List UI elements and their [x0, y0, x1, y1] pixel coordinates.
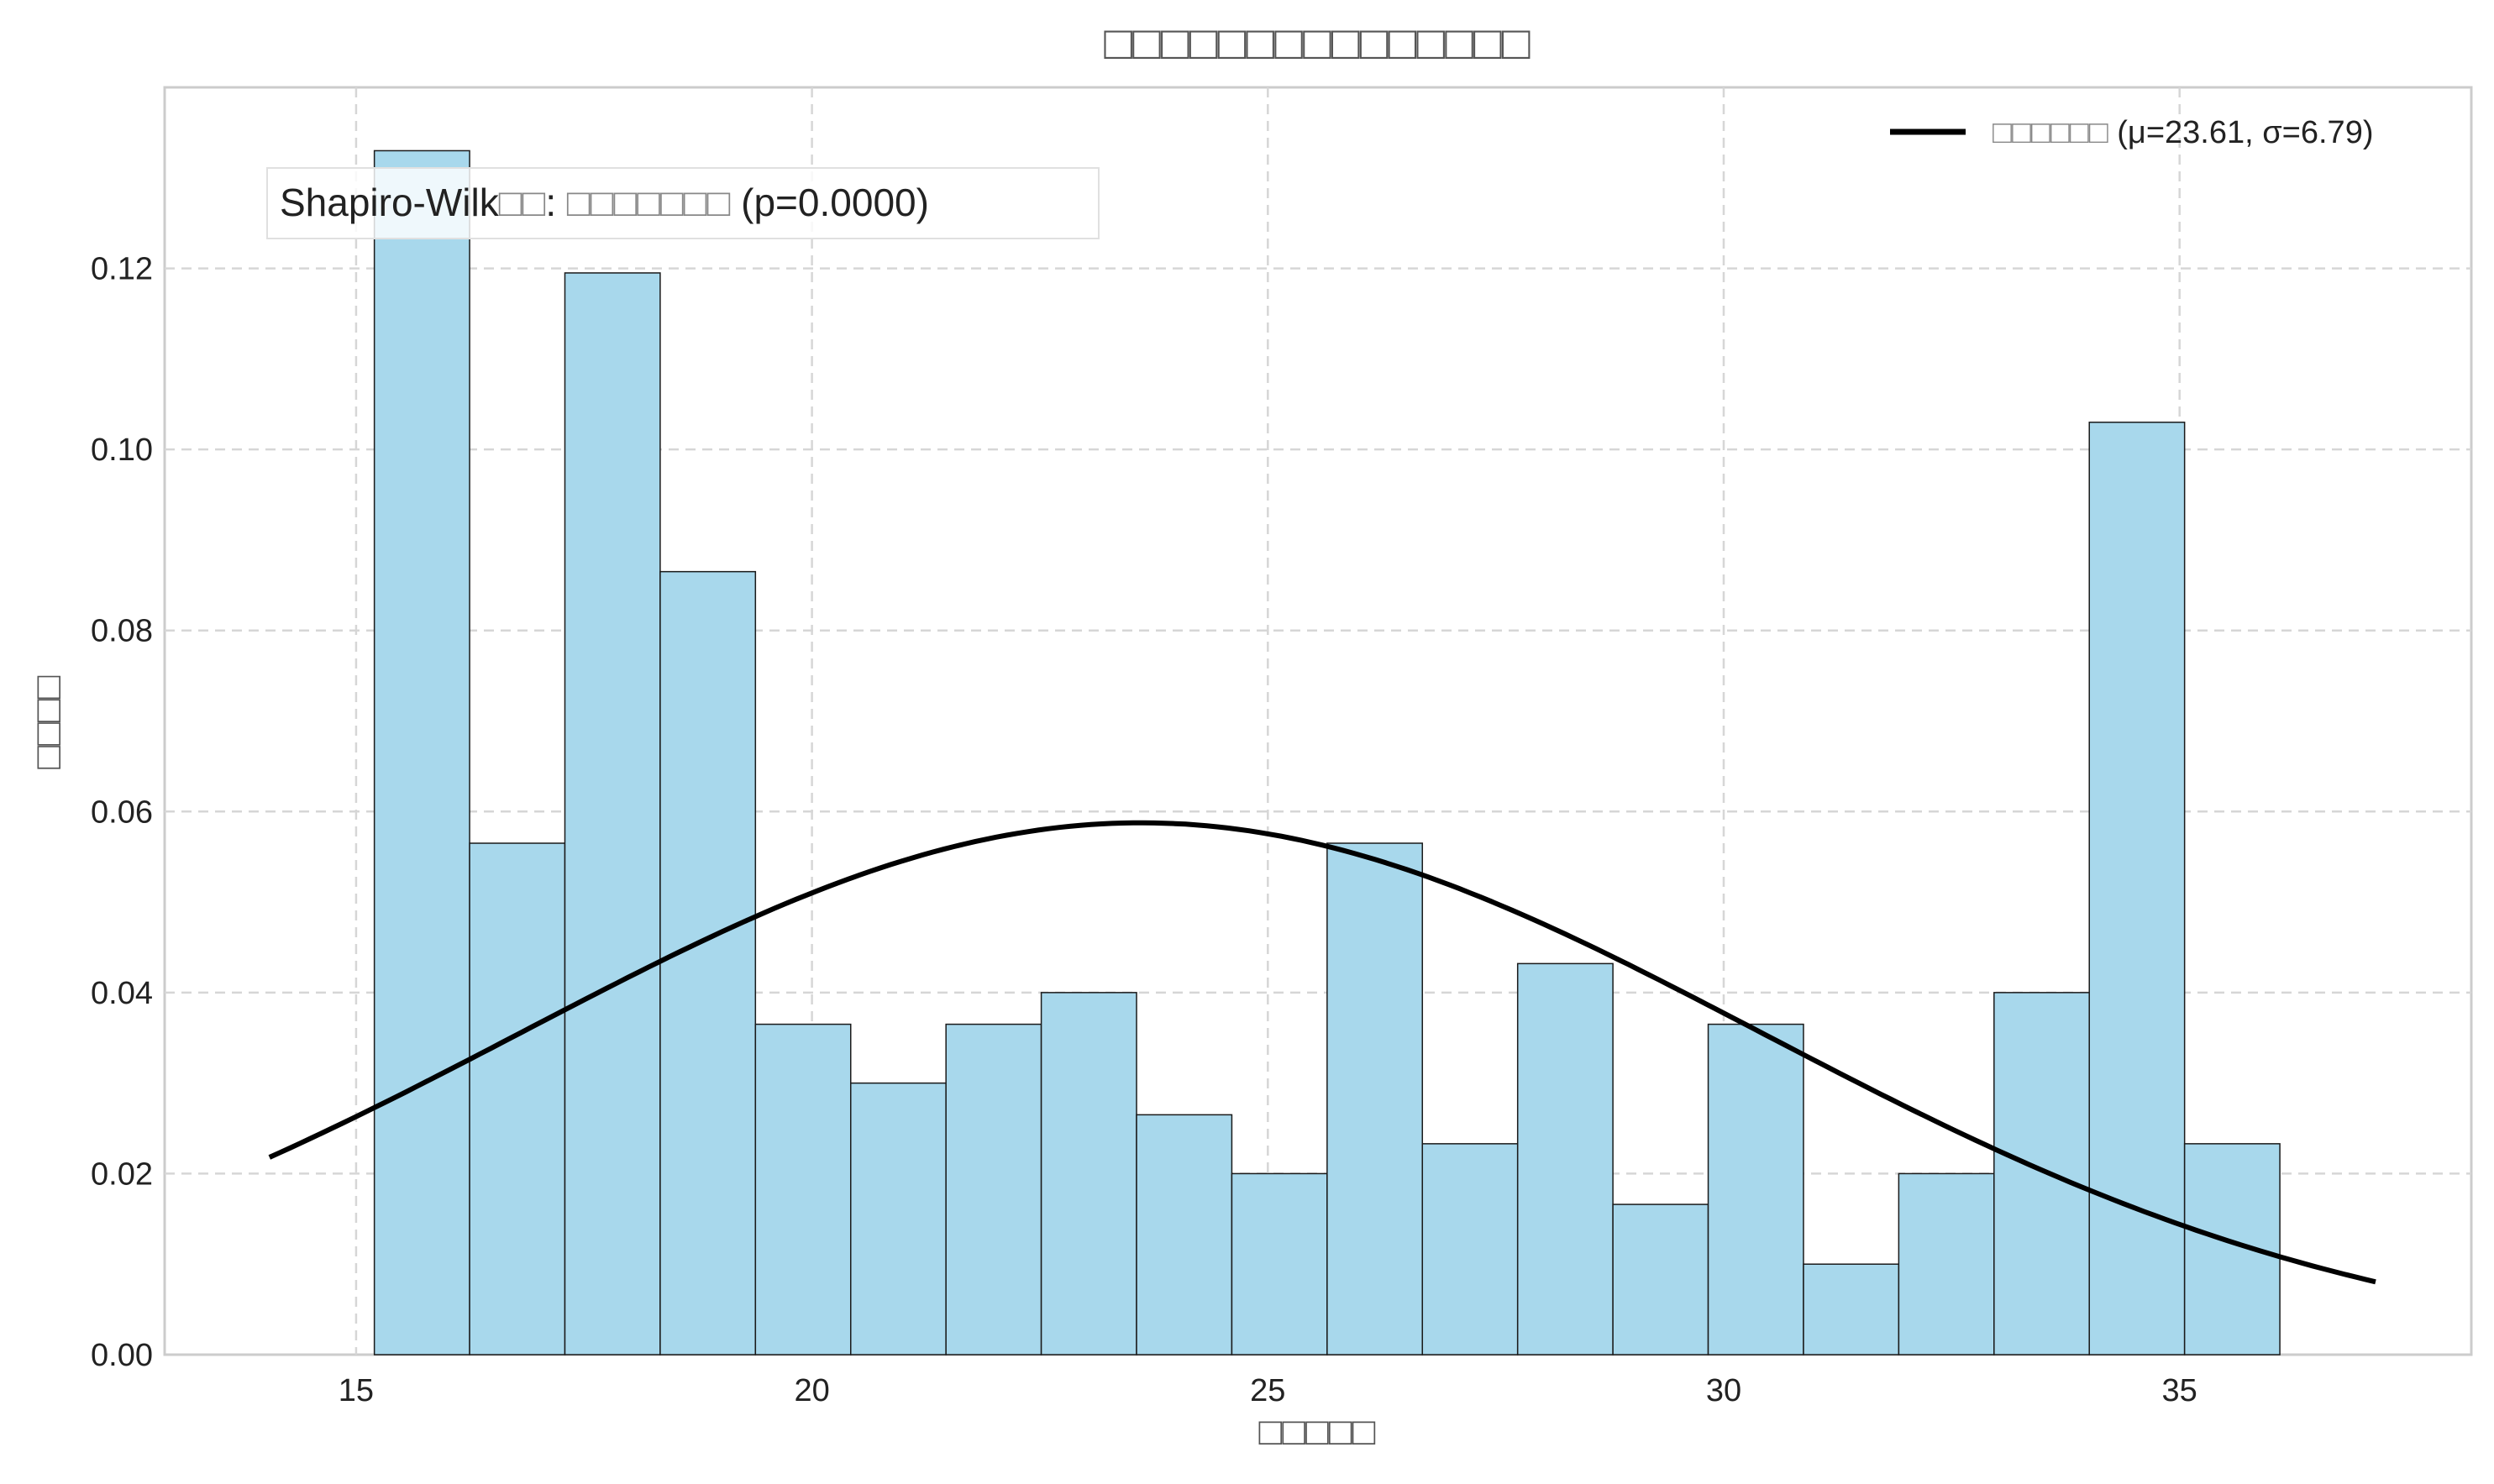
annotation-colon: : — [545, 181, 567, 224]
y-tick-label-2: 0.04 — [91, 976, 153, 1011]
y-tick-label-1: 0.02 — [91, 1156, 153, 1192]
histogram-bar-14 — [1707, 1023, 1804, 1356]
x-tick-label-3: 30 — [1706, 1373, 1741, 1408]
y-tick-label-4: 0.08 — [91, 614, 153, 649]
histogram-bar-15 — [1803, 1263, 1900, 1356]
legend-label-cjk: □□□□□□ — [1993, 115, 2108, 150]
y-tick-label-5: 0.10 — [91, 433, 153, 468]
histogram-bar-10 — [1326, 842, 1424, 1356]
normal-fit-curve-group — [268, 820, 2376, 1285]
histogram-bar-16 — [1898, 1172, 1995, 1356]
histogram-bar-6 — [945, 1023, 1042, 1356]
histogram-bar-4 — [754, 1023, 852, 1356]
histogram-bars — [373, 149, 2281, 1356]
chart-title: □□□□□□□□□□□□□□□ — [1104, 16, 1531, 69]
y-tick-label-6: 0.12 — [91, 252, 153, 287]
normal-fit-curve — [268, 820, 2376, 1285]
histogram-bar-1 — [469, 842, 566, 1356]
histogram-bar-17 — [1993, 992, 2090, 1356]
shapiro-wilk-annotation: Shapiro-Wilk□□: □□□□□□□ (p=0.0000) — [266, 167, 1100, 239]
histogram-bar-12 — [1516, 962, 1614, 1356]
annotation-cjk-1: □□ — [499, 181, 546, 224]
histogram-bar-7 — [1040, 992, 1137, 1356]
histogram-bar-13 — [1612, 1203, 1709, 1356]
histogram-bar-2 — [564, 272, 661, 1356]
histogram-bar-5 — [849, 1082, 947, 1356]
x-tick-label-2: 25 — [1250, 1373, 1285, 1408]
annotation-cjk-2: □□□□□□□ — [567, 181, 731, 224]
annotation-text: Shapiro-Wilk□□: □□□□□□□ (p=0.0000) — [280, 181, 929, 224]
histogram-bar-9 — [1231, 1172, 1328, 1356]
x-axis-label: □□□□□ — [1259, 1409, 1376, 1453]
annotation-prefix: Shapiro-Wilk — [280, 181, 500, 224]
y-tick-label-0: 0.00 — [91, 1338, 153, 1373]
x-axis-ticks: 15 20 25 30 35 — [339, 1373, 2197, 1408]
histogram-bar-8 — [1136, 1114, 1233, 1356]
histogram-bar-3 — [659, 570, 757, 1356]
y-axis-label: □□□□ — [25, 675, 69, 768]
legend-label-params: (μ=23.61, σ=6.79) — [2108, 115, 2374, 150]
x-tick-label-0: 15 — [339, 1373, 374, 1408]
legend-label: □□□□□□ (μ=23.61, σ=6.79) — [1993, 115, 2373, 150]
histogram-bar-11 — [1421, 1143, 1519, 1356]
y-tick-label-3: 0.06 — [91, 794, 153, 830]
y-axis-ticks: 0.00 0.02 0.04 0.06 0.08 0.10 0.12 — [91, 252, 153, 1373]
x-tick-label-1: 20 — [794, 1373, 829, 1408]
histogram-bar-18 — [2088, 422, 2186, 1356]
histogram-bar-0 — [373, 149, 470, 1356]
legend: □□□□□□ (μ=23.61, σ=6.79) — [1890, 115, 2373, 150]
annotation-box — [266, 167, 1100, 239]
annotation-pvalue: (p=0.0000) — [730, 181, 929, 224]
histogram-bar-19 — [2183, 1143, 2281, 1356]
x-tick-label-4: 35 — [2162, 1373, 2197, 1408]
